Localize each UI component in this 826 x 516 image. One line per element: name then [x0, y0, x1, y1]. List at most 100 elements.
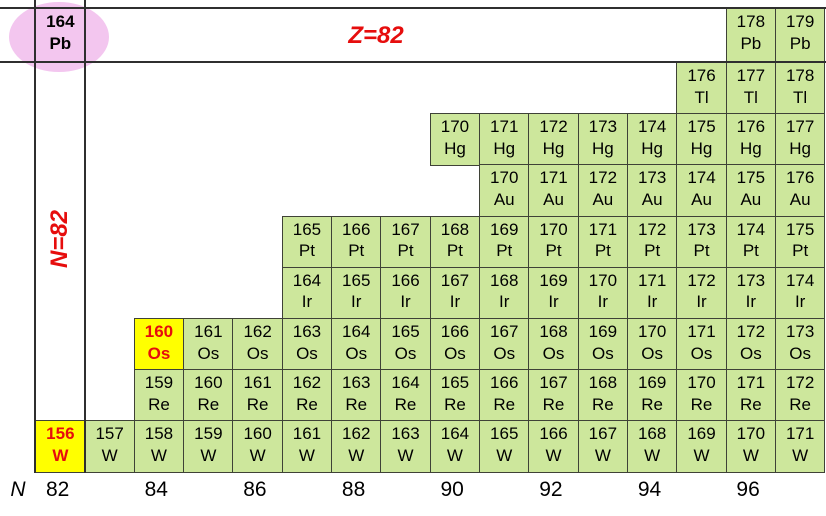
n-axis-tick-84: 84 [144, 478, 168, 501]
mass-number: 168 [539, 322, 568, 341]
element-symbol: Os [542, 343, 565, 363]
mass-number: 166 [440, 322, 470, 341]
nuclide-cell-176hg: 176 Hg [725, 113, 777, 166]
mass-number: 160 [243, 424, 272, 444]
mass-number: 162 [243, 322, 272, 341]
element-symbol: Pt [594, 241, 611, 261]
element-symbol: Ir [351, 292, 362, 312]
mass-number: 170 [539, 219, 568, 239]
mass-number: 164 [440, 424, 470, 444]
element-symbol: Ir [499, 292, 510, 312]
mass-number: 157 [95, 424, 124, 444]
element-symbol: W [792, 445, 809, 465]
mass-number: 171 [687, 322, 716, 341]
mass-number: 177 [785, 117, 815, 137]
nuclide-cell-160os: 160 Os [133, 318, 185, 371]
element-symbol: Pt [496, 241, 513, 261]
nuclide-cell-178pb: 178 Pb [725, 8, 777, 64]
element-symbol: W [397, 445, 414, 465]
nuclide-cell-175pt: 175 Pt [774, 215, 826, 269]
nuclide-cell-161w: 161 W [281, 420, 333, 473]
nuclide-cell-162re: 162 Re [281, 369, 333, 422]
element-symbol: Os [296, 343, 318, 363]
mass-number: 169 [490, 219, 519, 239]
mass-number: 176 [785, 168, 815, 188]
element-symbol: Re [246, 394, 269, 414]
element-symbol: Pt [644, 241, 661, 261]
element-symbol: Re [591, 394, 614, 414]
nuclide-cell-164re: 164 Re [380, 369, 431, 422]
nuclide-cell-160w: 160 W [232, 420, 283, 473]
nuclide-cell-169ir: 169 Ir [528, 266, 579, 320]
nuclide-cell-171w: 171 W [774, 420, 826, 473]
nuclide-cell-167pt: 167 Pt [380, 215, 431, 269]
nuclide-cell-160re: 160 Re [183, 369, 234, 422]
element-symbol: W [52, 445, 69, 465]
element-symbol: Os [789, 343, 811, 363]
element-symbol: Pt [446, 241, 463, 261]
mass-number: 168 [588, 373, 618, 393]
n-equals-82-label: N=82 [46, 209, 73, 269]
nuclide-cell-170pt: 170 Pt [528, 215, 579, 269]
element-symbol: Au [493, 189, 515, 209]
mass-number: 172 [736, 322, 766, 341]
mass-number: 170 [588, 270, 618, 290]
element-symbol: Hg [444, 138, 466, 158]
nuclide-cell-167os: 167 Os [478, 318, 530, 371]
nuclide-cell-171re: 171 Re [725, 369, 777, 422]
element-symbol: W [249, 445, 266, 465]
element-symbol: Re [296, 394, 318, 414]
element-symbol: Os [641, 343, 663, 363]
nuclide-cell-177hg: 177 Hg [774, 113, 826, 166]
n-axis-tick-82: 82 [46, 478, 70, 501]
nuclide-cell-171pt: 171 Pt [577, 215, 629, 269]
nuclide-cell-164w: 164 W [429, 420, 481, 473]
mass-number: 174 [637, 117, 667, 137]
element-symbol: W [446, 445, 463, 465]
mass-number: 171 [637, 270, 667, 290]
mass-number: 168 [637, 424, 667, 444]
nuclide-cell-171ir: 171 Ir [626, 266, 678, 320]
element-symbol: W [298, 445, 315, 465]
element-symbol: Os [147, 343, 171, 363]
element-symbol: Au [543, 189, 564, 209]
element-symbol: W [150, 445, 167, 465]
nuclide-cell-169w: 169 W [676, 420, 727, 473]
mass-number: 175 [736, 168, 766, 188]
element-symbol: Hg [739, 138, 762, 158]
mass-number: 175 [687, 117, 716, 137]
element-symbol: Re [493, 394, 516, 414]
element-symbol: Pb [740, 33, 762, 53]
nuclide-cell-170re: 170 Re [676, 369, 727, 422]
element-symbol: Re [641, 394, 663, 414]
element-symbol: Hg [641, 138, 663, 158]
nuclide-cell-176au: 176 Au [774, 164, 826, 217]
nuclide-cell-172pt: 172 Pt [626, 215, 678, 269]
nuclide-cell-176tl: 176 Tl [676, 62, 727, 115]
nuclide-cell-170au: 170 Au [478, 164, 530, 217]
element-symbol: Re [690, 394, 713, 414]
nuclide-cell-172ir: 172 Ir [676, 266, 727, 320]
element-symbol: W [200, 445, 217, 465]
mass-number: 177 [736, 66, 766, 85]
n-axis-tick-86: 86 [243, 478, 267, 501]
element-symbol: Au [641, 189, 663, 209]
mass-number: 161 [243, 373, 272, 393]
mass-number: 171 [490, 117, 519, 137]
nuclide-cell-166pt: 166 Pt [330, 215, 382, 269]
nuclide-cell-168os: 168 Os [528, 318, 579, 371]
nuclide-cell-173au: 173 Au [626, 164, 678, 217]
element-symbol: W [101, 445, 118, 465]
mass-number: 170 [440, 117, 470, 137]
element-symbol: W [594, 445, 611, 465]
element-symbol: Pt [298, 241, 315, 261]
mass-number: 166 [342, 219, 371, 239]
mass-number: 173 [637, 168, 667, 188]
mass-number: 158 [144, 424, 174, 444]
nuclide-cell-163w: 163 W [380, 420, 431, 473]
nuclide-cell-165pt: 165 Pt [281, 215, 333, 269]
nuclide-cell-169pt: 169 Pt [478, 215, 530, 269]
nuclide-cell-172au: 172 Au [577, 164, 629, 217]
element-symbol: Au [592, 189, 614, 209]
